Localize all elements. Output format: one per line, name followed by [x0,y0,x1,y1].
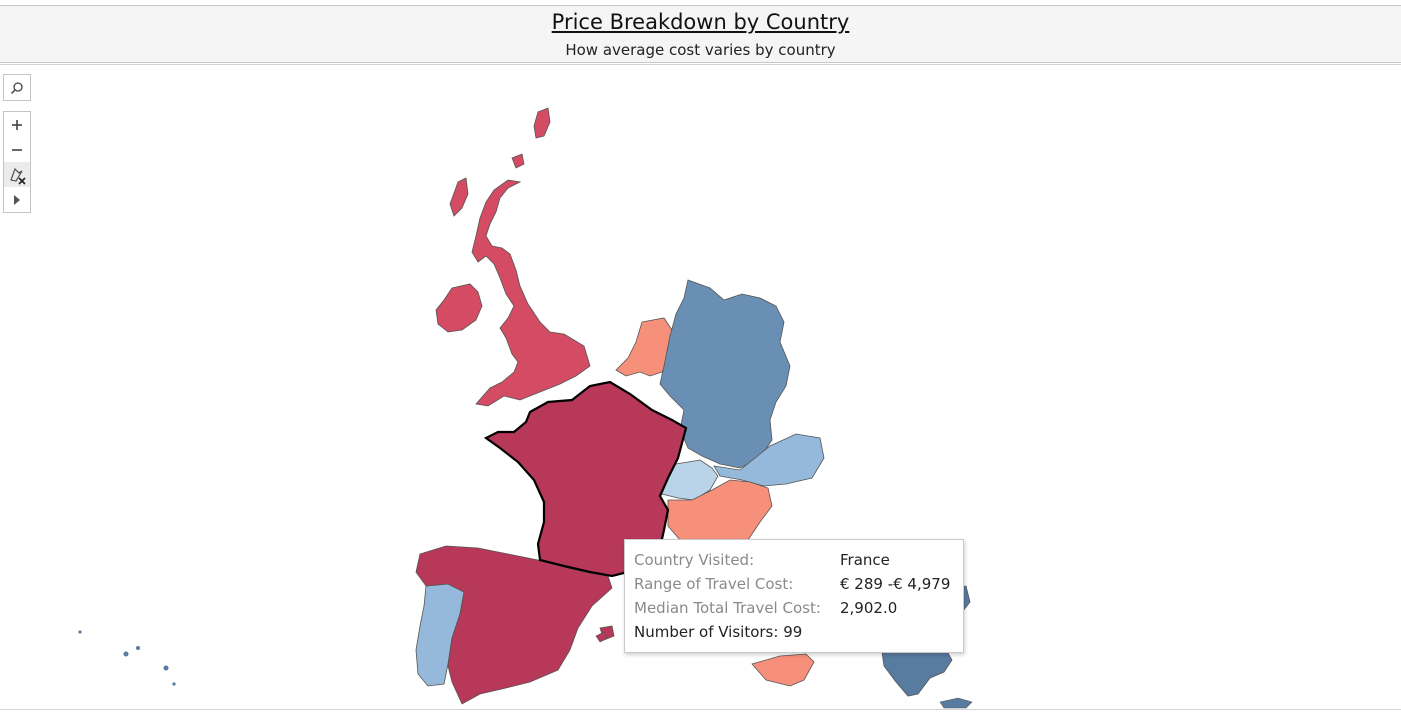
plus-icon[interactable] [4,112,30,137]
search-icon[interactable] [4,75,30,100]
header-divider [0,64,1401,65]
country-netherlands[interactable] [615,317,673,377]
tooltip-visitors-text: Number of Visitors: 99 [634,623,803,641]
tooltip-range-value: € 289 -€ 4,979 [840,575,951,593]
island-azores-4 [163,665,169,671]
island-sicily [751,653,815,687]
island-azores-5 [172,682,176,686]
island-crete [939,697,973,709]
country-united-kingdom[interactable] [471,179,591,407]
page-title: Price Breakdown by Country [551,10,850,34]
country-ireland[interactable] [435,283,483,333]
tooltip-country-value: France [840,551,890,569]
dashboard-header: Price Breakdown by Country How average c… [0,5,1401,63]
tooltip-row-range: Range of Travel Cost: € 289 -€ 4,979 [634,575,950,595]
island-azores-1 [78,630,82,634]
island-shetland [533,107,551,139]
minus-icon[interactable] [4,137,30,162]
country-tooltip: Country Visited: France Range of Travel … [624,539,964,653]
island-azores-2 [123,651,129,657]
tooltip-median-value: 2,902.0 [840,599,898,617]
island-balearic [595,631,609,643]
island-orkney [511,153,525,169]
tooltip-range-label: Range of Travel Cost: [634,575,794,593]
bottom-divider [0,709,1401,710]
pin-reset-icon[interactable] [4,162,30,187]
island-azores-3 [136,646,140,650]
country-austria[interactable] [713,433,825,487]
tooltip-row-country: Country Visited: France [634,551,890,571]
play-icon[interactable] [4,187,30,212]
search-tool-box [3,74,31,101]
tooltip-country-label: Country Visited: [634,551,755,569]
island-hebrides [449,177,469,217]
tooltip-row-visitors: Number of Visitors: 99 [634,623,802,643]
zoom-tool-box [3,111,31,213]
tooltip-median-label: Median Total Travel Cost: [634,599,821,617]
page-subtitle: How average cost varies by country [565,41,836,59]
tooltip-row-median: Median Total Travel Cost: 2,902.0 [634,599,897,619]
